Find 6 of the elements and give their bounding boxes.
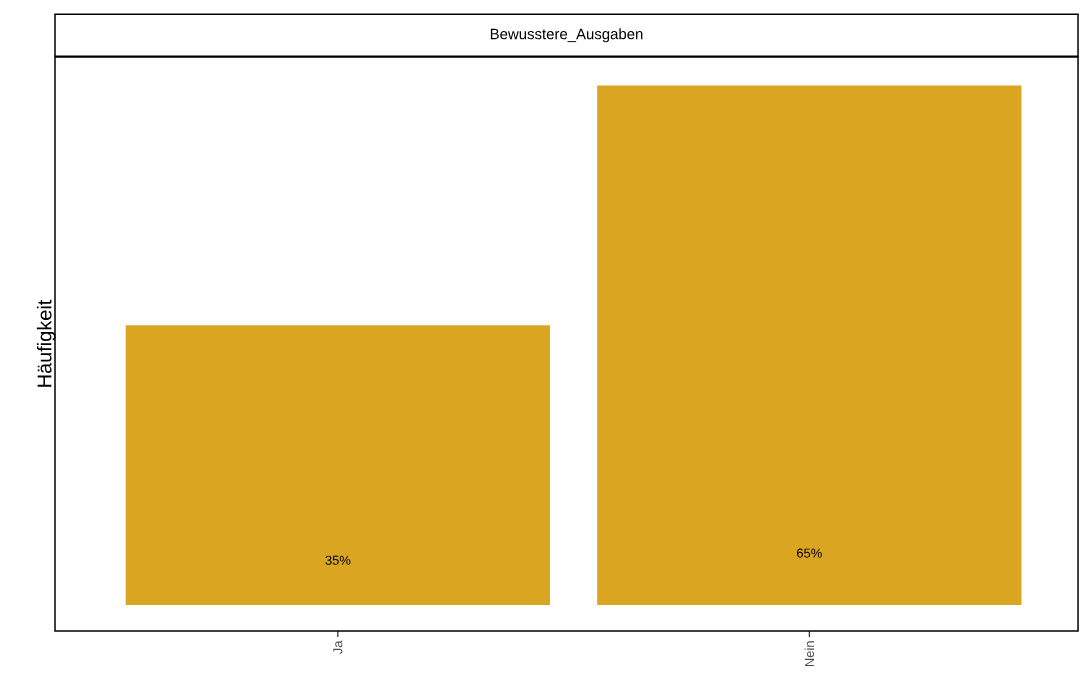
chart-title: Bewusstere_Ausgaben: [490, 28, 643, 43]
data-label: 65%: [797, 548, 822, 558]
x-tick-label: Ja: [333, 640, 343, 654]
y-axis-title: Häufigkeit: [36, 299, 56, 387]
data-label: 35%: [325, 555, 351, 565]
x-tick-label: Nein: [804, 641, 815, 667]
